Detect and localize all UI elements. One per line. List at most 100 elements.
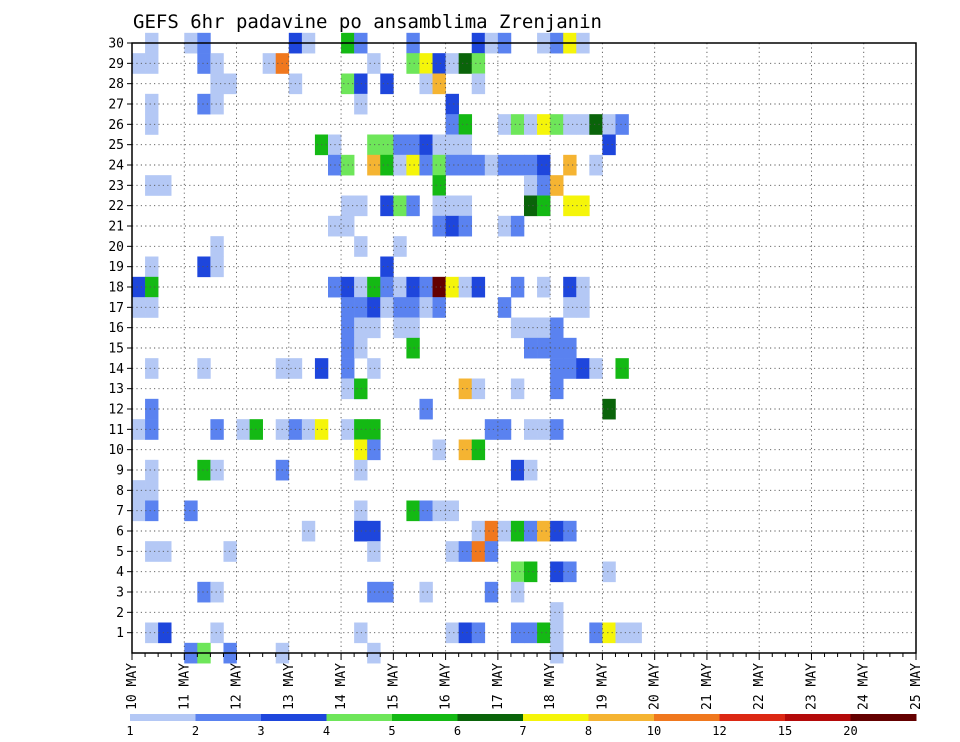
heatmap-cell [367,439,381,461]
x-date-label: 14 MAY [334,663,349,710]
y-tick-label: 11 [108,423,124,438]
y-tick-label: 19 [108,260,124,275]
heatmap-cell [380,256,394,278]
heatmap-cell [563,337,577,359]
x-date-label: 22 MAY [752,663,767,710]
y-tick-label: 1 [116,626,124,641]
heatmap-cell [615,114,629,135]
heatmap-cell [380,134,394,156]
legend-swatch [523,714,589,721]
y-tick-label: 18 [108,281,124,296]
heatmap-cell [145,276,159,298]
heatmap-cell [145,398,159,420]
heatmap-cell [550,419,564,440]
heatmap-cell [210,459,224,481]
x-date-label: 17 MAY [491,663,506,710]
heatmap-cell [550,317,564,339]
x-date-label: 20 MAY [648,663,663,710]
heatmap-cell [406,337,420,359]
heatmap-cell [550,358,564,379]
legend-swatch [850,714,917,721]
legend-swatch [457,714,524,721]
x-axis: 10 MAY 11 MAY 12 MAY 13 MAY 14 MAY 15 MAY 16 M… [125,653,924,710]
heatmap-cell [458,114,473,135]
legend-label: 10 [647,724,661,738]
heatmap-cell [537,114,551,135]
legend-swatch [785,714,851,721]
heatmap-cell [445,215,459,237]
heatmap-cell [210,236,224,257]
heatmap-cell [432,297,446,318]
heatmap-cell [510,317,525,339]
y-tick-label: 21 [108,220,124,235]
heatmap-cell [145,175,159,196]
heatmap-cell [628,622,642,644]
y-tick-label: 10 [108,443,124,458]
y-tick-label: 30 [108,37,124,52]
heatmap-cell [145,53,159,74]
heatmap-cell [432,215,446,237]
heatmap-cell [132,480,146,501]
heatmap-cell [497,215,512,237]
heatmap-cell [524,419,538,440]
heatmap-cell [380,73,394,95]
heatmap-cell [419,500,433,522]
heatmap-cell [145,297,159,318]
heatmap-cell [223,541,237,562]
heatmap-cells [132,32,642,664]
y-tick-label: 17 [108,301,124,316]
heatmap-cell [550,378,564,400]
y-tick-label: 14 [108,362,124,377]
heatmap-cell [615,358,629,379]
heatmap-cell [563,520,577,542]
x-date-label: 12 MAY [230,663,245,710]
legend-swatch [261,714,327,721]
heatmap-cell [524,175,538,196]
heatmap-cell [445,276,459,298]
heatmap-cell [380,581,394,603]
heatmap-cell [458,53,473,74]
heatmap-cell [432,175,446,196]
heatmap-cell [184,500,198,522]
heatmap-cell [145,541,159,562]
heatmap-cell [563,297,577,318]
heatmap-cell [145,459,159,481]
heatmap-cell [367,134,381,156]
y-tick-label: 29 [108,57,124,72]
chart-title: GEFS 6hr padavine po ansamblima Zrenjani… [133,11,602,33]
legend-label: 4 [323,724,330,738]
heatmap-cell [158,541,172,562]
heatmap-cell [132,419,146,440]
heatmap-cell [132,53,146,74]
heatmap-cell [537,622,551,644]
heatmap-cell [510,154,525,176]
heatmap-cell [445,134,459,156]
heatmap-cell [367,358,381,379]
heatmap-cell [524,561,538,583]
heatmap-cell [445,53,459,74]
heatmap-cell [524,337,538,359]
heatmap-cell [458,215,473,237]
y-tick-label: 22 [108,199,124,214]
heatmap-cell [550,561,564,583]
y-tick-label: 25 [108,138,124,153]
heatmap-cell [132,500,146,522]
heatmap-cell [393,134,407,156]
heatmap-cell [367,581,381,603]
heatmap-cell [471,541,486,562]
heatmap-cell [497,297,512,318]
heatmap-cell [145,114,159,135]
heatmap-cell [484,520,499,542]
heatmap-cell [510,561,525,583]
heatmap-cell [576,297,590,318]
heatmap-cell [419,154,433,176]
heatmap-cell [406,154,420,176]
legend-label: 3 [257,724,264,738]
heatmap-cell [471,520,486,542]
heatmap-cell [445,154,459,176]
legend-swatch [654,714,720,721]
y-tick-label: 27 [108,98,124,113]
heatmap-cell [145,500,159,522]
heatmap-cell [445,195,459,217]
heatmap-cell [589,154,603,176]
